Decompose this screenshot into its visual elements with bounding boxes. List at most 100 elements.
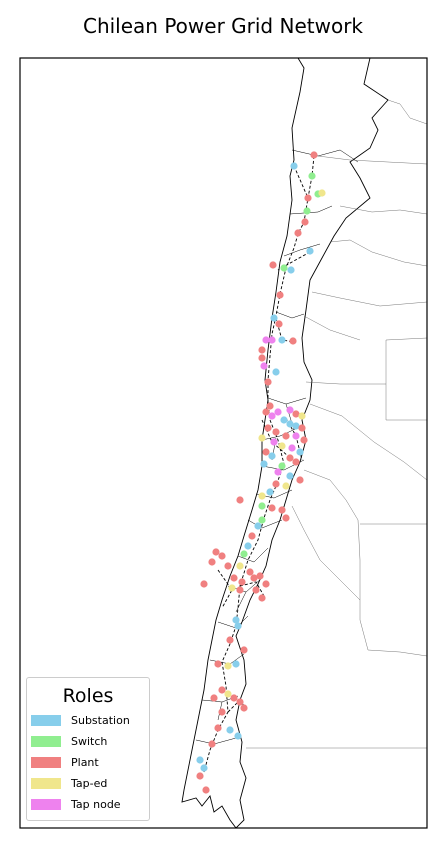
plant-node[interactable]	[240, 704, 248, 712]
taped-node[interactable]	[318, 189, 326, 197]
plant-node[interactable]	[286, 454, 294, 462]
substation-node[interactable]	[296, 448, 304, 456]
plant-node[interactable]	[200, 580, 208, 588]
plant-node[interactable]	[252, 586, 260, 594]
taped-node[interactable]	[236, 562, 244, 570]
plant-node[interactable]	[296, 476, 304, 484]
plant-node[interactable]	[218, 552, 226, 560]
plant-node[interactable]	[292, 458, 300, 466]
tapnode-node[interactable]	[270, 438, 278, 446]
plant-node[interactable]	[262, 580, 270, 588]
switch-node[interactable]	[278, 462, 286, 470]
substation-node[interactable]	[226, 726, 234, 734]
plant-node[interactable]	[230, 574, 238, 582]
substation-node[interactable]	[232, 616, 240, 624]
substation-node[interactable]	[268, 452, 276, 460]
plant-node[interactable]	[310, 151, 318, 159]
plant-node[interactable]	[294, 229, 302, 237]
plant-node[interactable]	[218, 686, 226, 694]
plant-node[interactable]	[236, 586, 244, 594]
plant-node[interactable]	[301, 218, 309, 226]
plant-node[interactable]	[210, 694, 218, 702]
plant-node[interactable]	[196, 772, 204, 780]
plant-node[interactable]	[246, 568, 254, 576]
plant-node[interactable]	[202, 786, 210, 794]
substation-node[interactable]	[232, 660, 240, 668]
taped-node[interactable]	[228, 584, 236, 592]
plant-node[interactable]	[258, 354, 266, 362]
plant-node[interactable]	[269, 261, 277, 269]
plant-node[interactable]	[218, 708, 226, 716]
substation-node[interactable]	[286, 472, 294, 480]
plant-node[interactable]	[248, 532, 256, 540]
plant-node[interactable]	[256, 572, 264, 580]
plant-node[interactable]	[212, 548, 220, 556]
plant-node[interactable]	[278, 506, 286, 514]
tapnode-node[interactable]	[292, 432, 300, 440]
plant-node[interactable]	[268, 504, 276, 512]
substation-node[interactable]	[278, 336, 286, 344]
taped-node[interactable]	[298, 412, 306, 420]
plant-node[interactable]	[258, 594, 266, 602]
tapnode-node[interactable]	[260, 362, 268, 370]
switch-node[interactable]	[240, 550, 248, 558]
tapnode-node[interactable]	[268, 412, 276, 420]
substation-node[interactable]	[292, 422, 300, 430]
plant-node[interactable]	[226, 636, 234, 644]
substation-node[interactable]	[306, 247, 314, 255]
switch-node[interactable]	[280, 264, 288, 272]
grid-nodes[interactable]	[196, 151, 326, 794]
substation-node[interactable]	[270, 314, 278, 322]
taped-node[interactable]	[258, 492, 266, 500]
plant-node[interactable]	[224, 562, 232, 570]
switch-node[interactable]	[258, 516, 266, 524]
plant-node[interactable]	[282, 432, 290, 440]
plant-node[interactable]	[300, 436, 308, 444]
taped-node[interactable]	[224, 662, 232, 670]
substation-node[interactable]	[290, 162, 298, 170]
plant-node[interactable]	[230, 694, 238, 702]
plant-node[interactable]	[236, 698, 244, 706]
plant-node[interactable]	[292, 410, 300, 418]
plant-node[interactable]	[214, 724, 222, 732]
plant-node[interactable]	[240, 646, 248, 654]
substation-node[interactable]	[244, 542, 252, 550]
substation-node[interactable]	[260, 460, 268, 468]
substation-node[interactable]	[287, 266, 295, 274]
taped-node[interactable]	[224, 690, 232, 698]
taped-node[interactable]	[282, 482, 290, 490]
substation-node[interactable]	[266, 488, 274, 496]
plant-node[interactable]	[275, 320, 283, 328]
substation-node[interactable]	[286, 420, 294, 428]
switch-node[interactable]	[303, 207, 311, 215]
switch-node[interactable]	[258, 502, 266, 510]
plant-node[interactable]	[289, 337, 297, 345]
plant-node[interactable]	[208, 558, 216, 566]
plant-node[interactable]	[272, 428, 280, 436]
plant-node[interactable]	[262, 408, 270, 416]
plant-node[interactable]	[264, 424, 272, 432]
substation-node[interactable]	[234, 622, 242, 630]
tapnode-node[interactable]	[288, 444, 296, 452]
plant-node[interactable]	[304, 194, 312, 202]
plant-node[interactable]	[214, 660, 222, 668]
plant-node[interactable]	[238, 578, 246, 586]
plant-node[interactable]	[298, 424, 306, 432]
substation-node[interactable]	[280, 416, 288, 424]
substation-node[interactable]	[272, 368, 280, 376]
substation-node[interactable]	[234, 732, 242, 740]
tapnode-node[interactable]	[286, 406, 294, 414]
plant-node[interactable]	[258, 346, 266, 354]
tapnode-node[interactable]	[274, 468, 282, 476]
tapnode-node[interactable]	[262, 336, 270, 344]
taped-node[interactable]	[258, 434, 266, 442]
plant-node[interactable]	[276, 291, 284, 299]
substation-node[interactable]	[254, 522, 262, 530]
taped-node[interactable]	[278, 442, 286, 450]
plant-node[interactable]	[262, 448, 270, 456]
tapnode-node[interactable]	[274, 408, 282, 416]
switch-node[interactable]	[308, 172, 316, 180]
plant-node[interactable]	[250, 574, 258, 582]
plant-node[interactable]	[282, 514, 290, 522]
